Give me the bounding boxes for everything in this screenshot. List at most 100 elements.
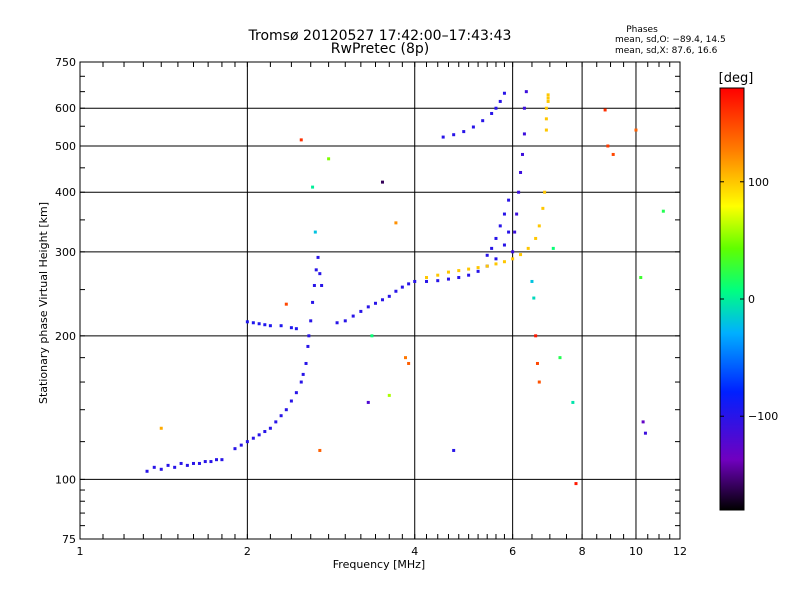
data-point bbox=[544, 128, 548, 132]
data-point bbox=[316, 255, 320, 259]
data-point bbox=[289, 326, 293, 330]
chart-subtitle: RwPretec (8p) bbox=[331, 41, 429, 57]
data-point bbox=[373, 301, 377, 305]
data-point bbox=[436, 273, 440, 277]
data-point bbox=[467, 273, 471, 277]
data-point bbox=[498, 224, 502, 228]
data-point bbox=[494, 236, 498, 240]
data-point bbox=[519, 170, 523, 174]
colorbar-ticks: 100 0 −100 bbox=[720, 176, 778, 423]
data-point bbox=[380, 180, 384, 184]
data-point bbox=[452, 133, 456, 137]
data-point bbox=[294, 391, 298, 395]
data-point bbox=[513, 230, 517, 234]
data-point bbox=[490, 111, 494, 115]
data-point bbox=[534, 236, 538, 240]
data-point bbox=[452, 448, 456, 452]
data-point bbox=[494, 257, 498, 261]
data-point bbox=[519, 253, 523, 257]
data-point bbox=[425, 279, 429, 283]
data-point bbox=[522, 106, 526, 110]
data-point bbox=[603, 108, 607, 112]
data-point bbox=[507, 198, 511, 202]
data-point bbox=[511, 257, 515, 261]
x-tick-label: 6 bbox=[509, 545, 516, 558]
y-tick-label: 750 bbox=[55, 56, 76, 69]
data-point bbox=[400, 285, 404, 289]
data-point bbox=[179, 461, 183, 465]
data-point bbox=[312, 283, 316, 287]
data-point bbox=[446, 277, 450, 281]
colorbar-tick-label: 0 bbox=[748, 293, 755, 306]
x-tick-label: 8 bbox=[579, 545, 586, 558]
data-point bbox=[551, 246, 555, 250]
phase-stats-title: Phases bbox=[626, 25, 658, 35]
data-point bbox=[404, 356, 408, 360]
colorbar-tick-label: 100 bbox=[748, 176, 769, 189]
data-point bbox=[544, 117, 548, 121]
data-point bbox=[304, 361, 308, 365]
data-point bbox=[284, 408, 288, 412]
data-point bbox=[313, 230, 317, 234]
data-point bbox=[394, 289, 398, 293]
data-point bbox=[485, 264, 489, 268]
y-tick-label: 600 bbox=[55, 102, 76, 115]
data-point bbox=[309, 319, 313, 323]
data-point bbox=[233, 447, 237, 451]
data-point bbox=[544, 106, 548, 110]
data-point bbox=[311, 300, 315, 304]
data-point bbox=[532, 296, 536, 300]
data-point bbox=[263, 430, 267, 434]
data-point bbox=[343, 319, 347, 323]
data-point bbox=[558, 356, 562, 360]
data-point bbox=[152, 465, 156, 469]
colorbar-label: [deg] bbox=[719, 71, 754, 86]
y-axis-label: Stationary phase Virtual Height [km] bbox=[37, 202, 50, 404]
x-tick-label: 12 bbox=[673, 545, 687, 558]
data-point bbox=[546, 96, 550, 100]
data-point bbox=[245, 440, 249, 444]
data-point bbox=[530, 279, 534, 283]
data-point bbox=[490, 246, 494, 250]
data-point bbox=[407, 361, 411, 365]
x-tick-label: 2 bbox=[244, 545, 251, 558]
y-tick-label: 400 bbox=[55, 186, 76, 199]
x-tick-label: 1 bbox=[77, 545, 84, 558]
data-point bbox=[359, 309, 363, 313]
data-point bbox=[299, 138, 303, 142]
data-point bbox=[370, 334, 374, 338]
data-point bbox=[517, 190, 521, 194]
data-point bbox=[502, 243, 506, 247]
data-point bbox=[284, 302, 288, 306]
data-point bbox=[327, 157, 331, 161]
data-point bbox=[520, 152, 524, 156]
data-point bbox=[611, 152, 615, 156]
y-tick-label: 100 bbox=[55, 473, 76, 486]
data-point bbox=[263, 323, 267, 327]
data-point bbox=[457, 269, 461, 273]
data-point bbox=[546, 93, 550, 97]
y-tick-label: 300 bbox=[55, 246, 76, 259]
data-point bbox=[634, 128, 638, 132]
data-point bbox=[507, 230, 511, 234]
data-point bbox=[203, 460, 207, 464]
data-point bbox=[387, 393, 391, 397]
data-point bbox=[191, 461, 195, 465]
data-point bbox=[318, 272, 322, 276]
data-point bbox=[498, 99, 502, 103]
data-point bbox=[436, 279, 440, 283]
y-tick-label: 200 bbox=[55, 330, 76, 343]
data-point bbox=[366, 400, 370, 404]
data-point bbox=[537, 224, 541, 228]
data-point bbox=[541, 206, 545, 210]
data-point bbox=[546, 99, 550, 103]
data-point bbox=[574, 482, 578, 486]
data-point bbox=[239, 443, 243, 447]
data-point bbox=[534, 334, 538, 338]
data-point bbox=[311, 185, 315, 189]
data-point bbox=[220, 458, 224, 462]
data-point bbox=[526, 246, 530, 250]
phase-stats-o: mean, sd,O: −89.4, 14.5 bbox=[615, 35, 726, 45]
data-point bbox=[306, 344, 310, 348]
